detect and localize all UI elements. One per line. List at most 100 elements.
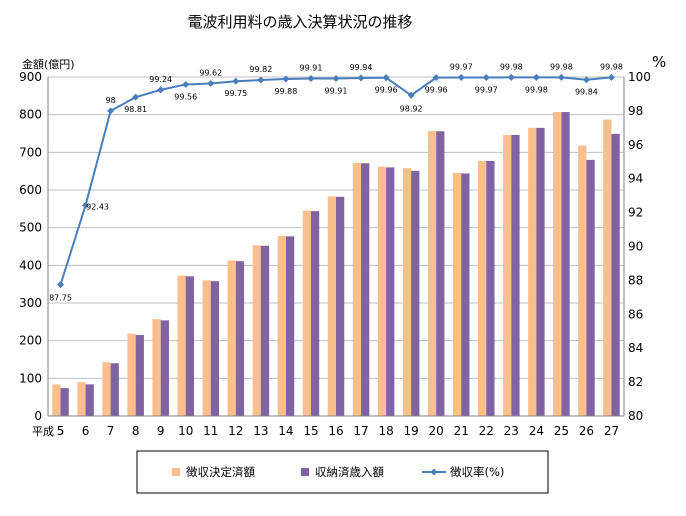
legend-marker <box>430 468 438 476</box>
bar-徴収決定済額 <box>202 280 211 416</box>
x-tick-label: 27 <box>604 424 619 438</box>
y-left-tick-label: 700 <box>19 145 42 159</box>
rate-data-label: 99.24 <box>149 75 172 84</box>
y-left-tick-label: 400 <box>19 258 42 272</box>
legend-label: 徴収率(%) <box>450 465 504 479</box>
rate-marker <box>157 86 165 94</box>
bar-徴収決定済額 <box>452 173 462 416</box>
rate-data-label: 98.81 <box>124 105 147 114</box>
y-right-tick-label: 100 <box>628 70 651 84</box>
x-axis-prefix: 平成 <box>32 425 54 438</box>
rate-marker <box>482 74 490 82</box>
bar-徴収決定済額 <box>402 168 412 416</box>
rate-marker <box>232 77 240 85</box>
bar-収納済歳入額 <box>135 335 144 416</box>
rate-marker <box>107 107 115 115</box>
rate-data-label: 99.62 <box>199 68 222 77</box>
y-right-axis-label: % <box>652 53 666 71</box>
x-tick-label: 25 <box>554 424 569 438</box>
y-left-tick-label: 600 <box>19 183 42 197</box>
x-tick-label: 7 <box>107 424 115 438</box>
y-right-tick-label: 94 <box>628 172 643 186</box>
bar-収納済歳入額 <box>486 160 495 416</box>
bar-徴収決定済額 <box>603 119 612 417</box>
x-tick-label: 17 <box>353 424 368 438</box>
y-left-axis-label: 金額(億円) <box>22 57 75 71</box>
x-tick-label: 15 <box>303 424 318 438</box>
x-tick-label: 26 <box>579 424 594 438</box>
rate-data-label: 99.94 <box>350 63 373 72</box>
legend-label: 徴収決定済額 <box>186 465 255 479</box>
bar-収納済歳入額 <box>285 236 295 416</box>
bar-徴収決定済額 <box>528 127 537 416</box>
rate-marker <box>382 74 390 82</box>
x-tick-label: 11 <box>203 424 218 438</box>
bar-series <box>52 112 620 417</box>
bar-収納済歳入額 <box>336 196 345 416</box>
bar-徴収決定済額 <box>578 145 587 416</box>
rate-data-label: 99.96 <box>375 86 398 95</box>
x-tick-label: 10 <box>178 424 193 438</box>
rate-data-label: 99.97 <box>450 63 473 72</box>
x-tick-label: 16 <box>328 424 343 438</box>
bar-収納済歳入額 <box>310 211 320 416</box>
bar-収納済歳入額 <box>361 163 370 416</box>
bar-収納済歳入額 <box>536 127 545 416</box>
axes <box>47 77 625 417</box>
bar-収納済歳入額 <box>260 245 270 416</box>
rate-data-label: 99.98 <box>525 85 548 94</box>
bar-徴収決定済額 <box>477 160 487 416</box>
bar-徴収決定済額 <box>152 319 161 416</box>
y-right-tick-label: 86 <box>628 307 643 321</box>
rate-marker <box>132 93 140 101</box>
y-right-tick-label: 90 <box>628 240 643 254</box>
x-tick-label: 21 <box>454 424 469 438</box>
tick-labels: 0100200300400500600700800900808284868890… <box>19 70 651 438</box>
y-right-tick-label: 80 <box>628 409 643 423</box>
y-left-tick-label: 100 <box>19 371 42 385</box>
rate-data-label: 99.97 <box>475 86 498 95</box>
rate-data-label: 99.75 <box>224 89 247 98</box>
x-tick-label: 13 <box>253 424 268 438</box>
rate-marker <box>307 75 315 83</box>
bar-収納済歳入額 <box>85 384 94 416</box>
y-right-tick-label: 96 <box>628 138 643 152</box>
bar-徴収決定済額 <box>327 196 336 416</box>
rate-data-label: 87.75 <box>49 294 72 303</box>
rate-data-label: 99.98 <box>500 62 523 71</box>
rate-marker <box>57 281 65 289</box>
y-left-tick-label: 300 <box>19 296 42 310</box>
rate-marker <box>357 74 365 82</box>
rate-data-label: 99.98 <box>550 62 573 71</box>
rate-marker <box>557 73 565 81</box>
bar-徴収決定済額 <box>52 384 61 416</box>
bar-収納済歳入額 <box>185 276 195 416</box>
rate-marker <box>432 74 440 82</box>
rate-marker <box>532 73 540 81</box>
bar-徴収決定済額 <box>553 112 562 416</box>
bar-徴収決定済額 <box>77 382 86 416</box>
legend-swatch <box>301 468 309 476</box>
rate-data-label: 99.91 <box>300 64 323 73</box>
bar-収納済歳入額 <box>611 133 620 417</box>
bar-収納済歳入額 <box>160 320 169 416</box>
y-left-tick-label: 0 <box>34 409 42 423</box>
rate-data-label: 92.43 <box>86 202 109 211</box>
rate-marker <box>182 80 190 88</box>
x-tick-label: 12 <box>228 424 243 438</box>
legend-box <box>136 450 549 494</box>
rate-marker <box>407 91 415 99</box>
bar-収納済歳入額 <box>411 170 420 416</box>
y-left-tick-label: 800 <box>19 108 42 122</box>
x-tick-label: 18 <box>378 424 393 438</box>
rate-data-label: 99.56 <box>174 92 197 101</box>
y-right-tick-label: 82 <box>628 375 643 389</box>
bar-収納済歳入額 <box>561 112 570 416</box>
x-tick-label: 19 <box>403 424 418 438</box>
x-tick-label: 14 <box>278 424 293 438</box>
bar-徴収決定済額 <box>352 162 362 416</box>
rate-data-label: 99.98 <box>600 62 623 71</box>
legend: 徴収決定済額 収納済歳入額 徴収率(%) <box>136 450 549 494</box>
rate-marker <box>282 75 290 83</box>
legend-swatch <box>172 468 180 476</box>
